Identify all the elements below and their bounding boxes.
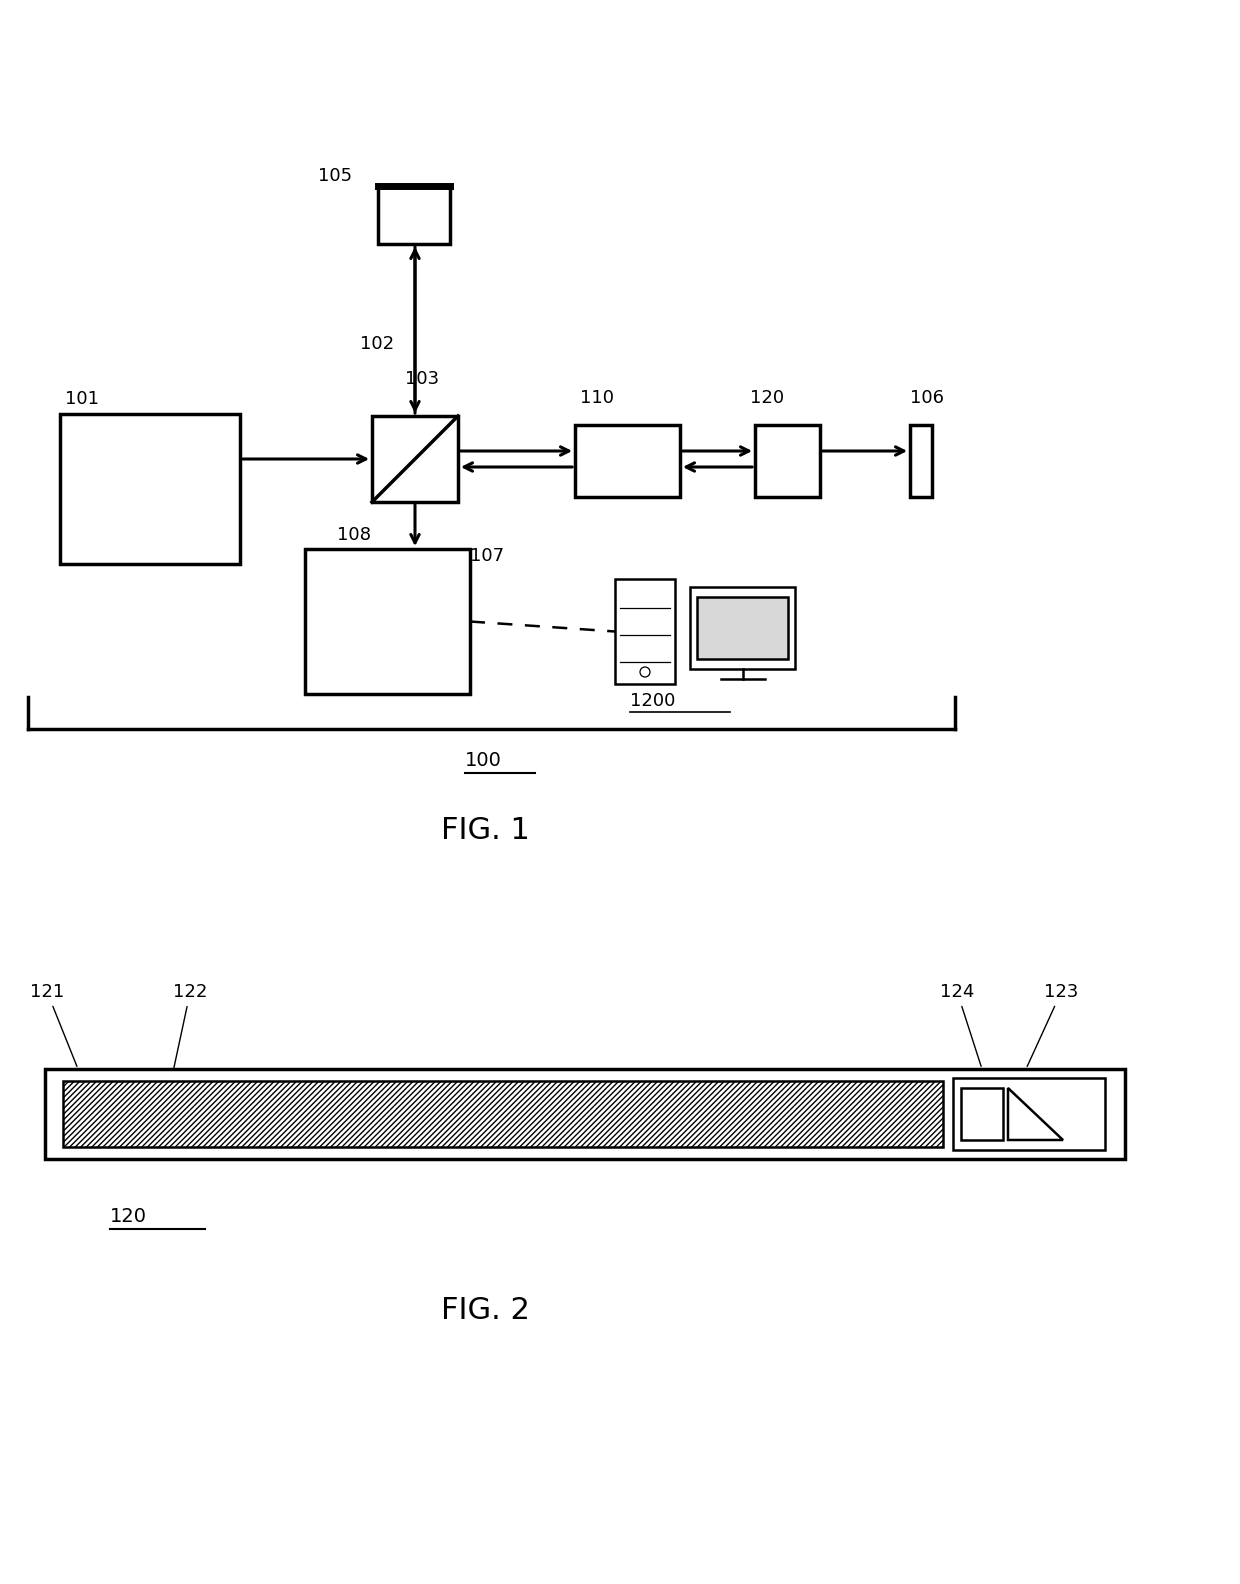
Text: 100: 100 (465, 751, 502, 770)
Bar (961, 1088, 1003, 1140)
Text: 122: 122 (174, 984, 207, 1069)
Bar (575, 425, 680, 497)
Bar (755, 425, 820, 497)
Bar (45, 1069, 1125, 1159)
Bar (615, 580, 675, 684)
Text: FIG. 2: FIG. 2 (440, 1296, 529, 1324)
Text: 108: 108 (337, 526, 371, 543)
Bar (63, 1080, 942, 1147)
Text: 110: 110 (580, 390, 614, 407)
Text: FIG. 1: FIG. 1 (440, 816, 529, 844)
Text: 102: 102 (360, 334, 394, 353)
Bar (378, 185, 450, 244)
Text: 106: 106 (910, 390, 944, 407)
Text: 124: 124 (940, 984, 981, 1066)
Text: 120: 120 (750, 390, 784, 407)
Text: 103: 103 (405, 371, 439, 388)
Polygon shape (1008, 1088, 1063, 1140)
Text: 121: 121 (30, 984, 77, 1066)
Text: 101: 101 (64, 390, 99, 409)
Text: 107: 107 (470, 546, 505, 565)
Bar (910, 425, 932, 497)
Bar (954, 1079, 1105, 1150)
Bar (697, 597, 787, 659)
Bar (305, 550, 470, 694)
Bar (372, 417, 458, 502)
Bar (689, 588, 795, 668)
Text: 105: 105 (317, 166, 352, 185)
Text: 1200: 1200 (630, 692, 676, 710)
Bar (60, 413, 241, 564)
Text: 120: 120 (110, 1207, 148, 1226)
Text: 123: 123 (1027, 984, 1079, 1066)
